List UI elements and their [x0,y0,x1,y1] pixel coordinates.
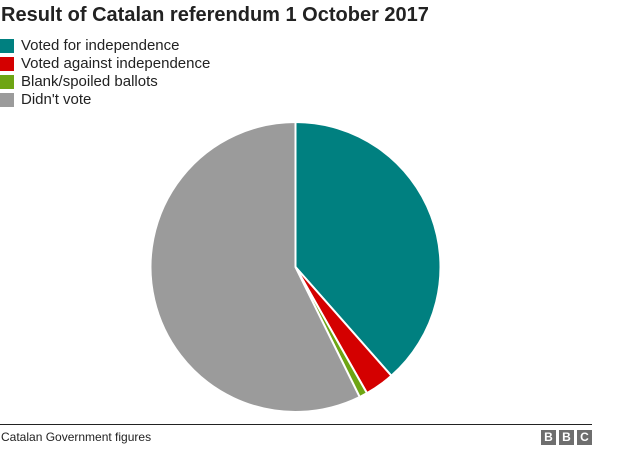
legend-item: Blank/spoiled ballots [0,73,210,91]
legend: Voted for independence Voted against ind… [0,37,210,109]
legend-item: Voted against independence [0,55,210,73]
source-note: Catalan Government figures [1,430,152,444]
legend-swatch [0,57,14,71]
legend-label: Blank/spoiled ballots [21,73,158,90]
legend-item: Voted for independence [0,37,210,55]
pie-slice [149,121,361,413]
legend-swatch [0,75,14,89]
legend-swatch [0,39,14,53]
legend-swatch [0,93,14,107]
bbc-logo: B B C [541,430,592,445]
legend-label: Voted for independence [21,37,180,54]
legend-label: Voted against independence [21,55,211,72]
pie-slice [294,121,442,377]
bbc-logo-letter: B [559,430,574,445]
bbc-logo-letter: B [541,430,556,445]
legend-item: Didn't vote [0,91,210,109]
legend-label: Didn't vote [21,91,92,108]
bbc-logo-letter: C [577,430,592,445]
footer-divider [0,424,592,425]
chart-title: Result of Catalan referendum 1 October 2… [1,4,429,26]
